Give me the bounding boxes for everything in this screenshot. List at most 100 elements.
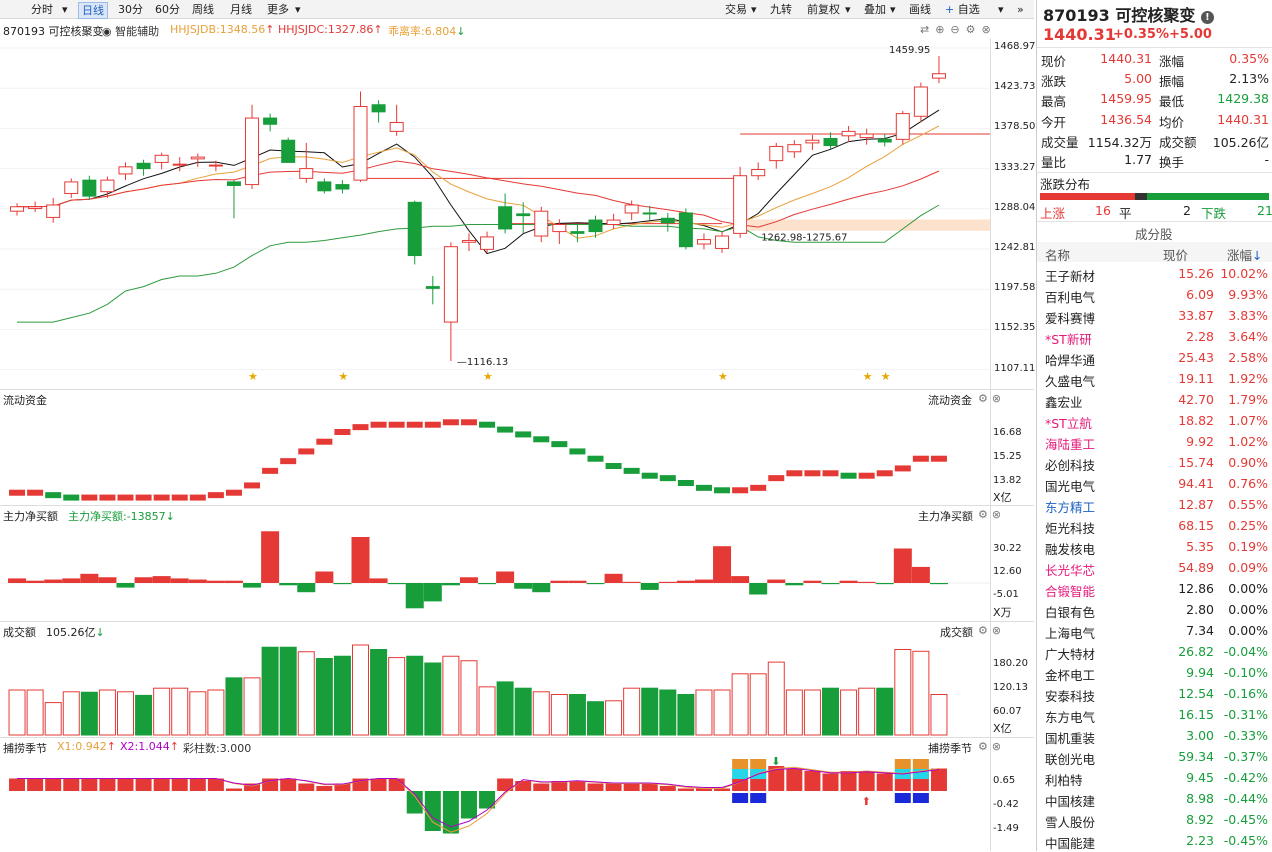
season-bar <box>442 791 459 834</box>
trade-button[interactable]: 交易 <box>725 3 747 16</box>
ma1-value: HHJSJDB:1348.56 <box>170 23 266 36</box>
season-chart: ⬇⬆ <box>9 755 947 834</box>
net-axis-1: 30.22 <box>993 543 1022 554</box>
component-name[interactable]: 鑫宏业 <box>1045 395 1083 410</box>
component-name[interactable]: 国机重装 <box>1045 731 1096 746</box>
component-name[interactable]: 合锻智能 <box>1045 584 1096 599</box>
component-name[interactable]: 联创光电 <box>1045 752 1096 767</box>
component-change: 0.55% <box>1228 497 1268 512</box>
amount-bar <box>695 689 713 736</box>
amount-bar <box>532 691 550 736</box>
component-change: -0.10% <box>1223 665 1268 680</box>
tab-minute[interactable]: 分时 <box>31 3 53 16</box>
component-name[interactable]: 哈焊华通 <box>1045 353 1096 368</box>
net-bar <box>676 580 695 583</box>
season-bar <box>840 771 857 791</box>
season-color-bar <box>750 759 767 769</box>
component-name[interactable]: 久盛电气 <box>1045 374 1096 389</box>
chevron-down-icon[interactable]: ▾ <box>890 3 896 16</box>
flow-bar <box>822 470 839 477</box>
component-name[interactable]: 国光电气 <box>1045 479 1096 494</box>
star-icon: ★ <box>881 370 891 383</box>
candle <box>461 239 476 243</box>
net-bar <box>261 531 280 583</box>
component-change: -0.37% <box>1223 749 1268 764</box>
panel-tools[interactable]: ⚙⊗ <box>978 740 1006 753</box>
panel-tools[interactable]: ⚙⊗ <box>978 508 1006 521</box>
component-name[interactable]: 海陆重工 <box>1045 437 1096 452</box>
component-name[interactable]: 融发核电 <box>1045 542 1096 557</box>
low-label: —1116.13 <box>457 357 508 368</box>
panel-tools[interactable]: ⚙⊗ <box>978 624 1006 637</box>
collapse-icon[interactable]: » <box>1017 3 1024 16</box>
amount-chart <box>8 644 948 736</box>
component-name[interactable]: 雪人股份 <box>1045 815 1096 830</box>
component-name[interactable]: 百利电气 <box>1045 290 1096 305</box>
component-name[interactable]: *ST立航 <box>1045 416 1092 431</box>
overlay-button[interactable]: 叠加 <box>864 3 886 16</box>
component-name[interactable]: 金杯电工 <box>1045 668 1096 683</box>
component-name[interactable]: 炬光科技 <box>1045 521 1096 536</box>
col-name[interactable]: 名称 <box>1045 248 1071 263</box>
col-change[interactable]: 涨幅↓ <box>1227 248 1263 263</box>
flow-axis-1: 16.68 <box>993 427 1022 438</box>
amount-bar <box>297 651 315 736</box>
draw-button[interactable]: 画线 <box>909 3 931 16</box>
tab-60min[interactable]: 60分 <box>155 3 180 16</box>
candlestick-chart[interactable]: 1459.95 —1116.13 1262.98-1275.67 ★ ★ ★ ★ ★ ★ <box>0 38 990 383</box>
component-name[interactable]: 白银有色 <box>1045 605 1096 620</box>
tab-monthly[interactable]: 月线 <box>230 3 252 16</box>
divider <box>1037 221 1272 222</box>
add-watchlist-button[interactable]: + 自选 <box>945 3 980 16</box>
candle <box>407 201 422 257</box>
component-name[interactable]: 安泰科技 <box>1045 689 1096 704</box>
candle <box>389 121 404 132</box>
component-name[interactable]: 中国核建 <box>1045 794 1096 809</box>
chevron-down-icon[interactable]: ▾ <box>845 3 851 16</box>
component-name[interactable]: 中国能建 <box>1045 836 1096 851</box>
quote-l1: 量比 <box>1041 155 1067 170</box>
price-axis-label: 1288.04 <box>994 201 1036 213</box>
star-icon: ★ <box>483 370 493 383</box>
component-price: 15.26 <box>1178 266 1214 281</box>
smart-assist-toggle[interactable]: ◉ 智能辅助 <box>102 25 160 38</box>
col-price[interactable]: 现价 <box>1163 248 1189 263</box>
component-name[interactable]: *ST新研 <box>1045 332 1092 347</box>
chevron-down-icon[interactable]: ▾ <box>998 3 1004 16</box>
component-price: 6.09 <box>1186 287 1214 302</box>
net-bar <box>98 577 117 583</box>
component-name[interactable]: 东方电气 <box>1045 710 1096 725</box>
component-name[interactable]: 长光华芯 <box>1045 563 1096 578</box>
amount-bar <box>279 646 297 736</box>
candle <box>642 212 657 215</box>
panel-tools[interactable]: ⚙⊗ <box>978 392 1006 405</box>
tab-weekly[interactable]: 周线 <box>192 3 214 16</box>
component-name[interactable]: 东方精工 <box>1045 500 1096 515</box>
tab-daily[interactable]: 日线 <box>78 2 108 19</box>
price-axis-label: 1333.27 <box>994 161 1036 173</box>
component-name[interactable]: 广大特材 <box>1045 647 1096 662</box>
chevron-down-icon[interactable]: ▾ <box>295 3 301 16</box>
component-name[interactable]: 必创科技 <box>1045 458 1096 473</box>
component-price: 2.23 <box>1186 833 1214 848</box>
tab-30min[interactable]: 30分 <box>118 3 143 16</box>
component-change: 1.79% <box>1228 392 1268 407</box>
chevron-down-icon[interactable]: ▾ <box>62 3 68 16</box>
adjust-button[interactable]: 前复权 <box>807 3 840 16</box>
chevron-down-icon[interactable]: ▾ <box>751 3 757 16</box>
component-name[interactable]: 爱科赛博 <box>1045 311 1096 326</box>
nine-turn-button[interactable]: 九转 <box>770 3 792 16</box>
component-name[interactable]: 上海电气 <box>1045 626 1096 641</box>
component-name[interactable]: 利柏特 <box>1045 773 1083 788</box>
component-name[interactable]: 王子新材 <box>1045 269 1096 284</box>
component-price: 18.82 <box>1178 413 1214 428</box>
smart-assist-label: 智能辅助 <box>115 25 160 38</box>
candle <box>823 137 838 147</box>
component-price: 12.86 <box>1178 581 1214 596</box>
quote-title: 870193 可控核聚变 ! <box>1043 2 1214 26</box>
info-icon[interactable]: ! <box>1200 11 1214 24</box>
tab-more[interactable]: 更多 <box>267 3 289 16</box>
chart-tools[interactable]: ⇄⊕⊖⚙⊗ <box>920 23 997 36</box>
amount-bar <box>117 691 134 736</box>
season-bar <box>714 788 731 791</box>
